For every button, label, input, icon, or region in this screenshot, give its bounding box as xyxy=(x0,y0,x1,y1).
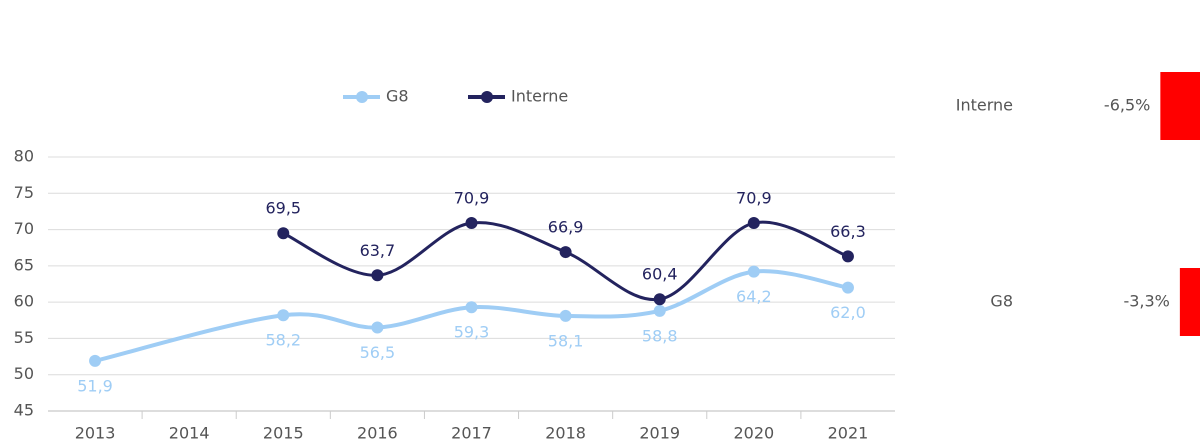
panel-value: -3,3% xyxy=(1123,292,1169,311)
y-tick-label: 70 xyxy=(14,219,34,238)
point xyxy=(559,246,572,259)
y-tick-label: 50 xyxy=(14,364,34,383)
legend-label: G8 xyxy=(386,87,409,106)
y-tick-label: 65 xyxy=(14,255,34,274)
legend-marker xyxy=(356,91,368,103)
data-label: 66,3 xyxy=(830,222,866,241)
point xyxy=(747,217,760,230)
point xyxy=(465,301,478,314)
point xyxy=(653,304,666,317)
y-tick-label: 75 xyxy=(14,183,34,202)
x-tick-label: 2016 xyxy=(357,424,398,443)
point xyxy=(841,281,854,294)
data-label: 69,5 xyxy=(265,199,301,218)
x-tick-label: 2021 xyxy=(828,424,869,443)
point xyxy=(559,309,572,322)
point xyxy=(277,227,290,240)
data-label: 60,4 xyxy=(642,265,678,284)
y-tick-label: 80 xyxy=(14,147,34,166)
data-label: 56,5 xyxy=(360,343,396,362)
y-tick-label: 60 xyxy=(14,292,34,311)
x-tick-label: 2015 xyxy=(263,424,304,443)
point xyxy=(841,250,854,263)
data-label: 63,7 xyxy=(360,241,396,260)
point xyxy=(747,265,760,278)
panel-name: G8 xyxy=(990,292,1013,311)
data-label: 64,2 xyxy=(736,287,772,306)
data-label: 70,9 xyxy=(454,189,490,208)
point xyxy=(653,293,666,306)
panel-name: Interne xyxy=(956,96,1013,115)
panel-bar xyxy=(1179,268,1200,336)
x-tick-label: 2013 xyxy=(75,424,116,443)
x-tick-label: 2018 xyxy=(545,424,586,443)
series-line xyxy=(94,269,849,363)
point xyxy=(371,321,384,334)
data-label: 70,9 xyxy=(736,189,772,208)
x-tick-label: 2014 xyxy=(169,424,210,443)
panel-bar xyxy=(1160,72,1200,140)
x-tick-label: 2017 xyxy=(451,424,492,443)
y-tick-label: 55 xyxy=(14,328,34,347)
data-label: 58,2 xyxy=(265,331,301,350)
panel-value: -6,5% xyxy=(1104,96,1150,115)
point xyxy=(371,269,384,282)
data-label: 58,8 xyxy=(642,326,678,345)
data-label: 51,9 xyxy=(77,376,113,395)
data-label: 62,0 xyxy=(830,303,866,322)
legend-marker xyxy=(481,91,493,103)
data-label: 58,1 xyxy=(548,331,584,350)
x-tick-label: 2020 xyxy=(733,424,774,443)
data-label: 59,3 xyxy=(454,323,490,342)
legend-label: Interne xyxy=(511,87,568,106)
point xyxy=(277,309,290,322)
y-tick-label: 45 xyxy=(14,401,34,420)
x-tick-label: 2019 xyxy=(639,424,680,443)
data-label: 66,9 xyxy=(548,218,584,237)
point xyxy=(465,217,478,230)
point xyxy=(89,354,102,367)
